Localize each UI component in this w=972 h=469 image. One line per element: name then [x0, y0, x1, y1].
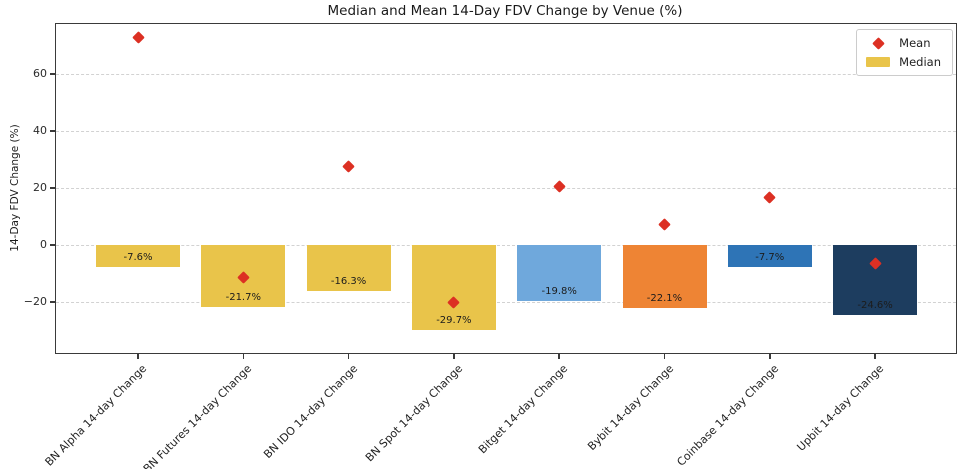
x-tick-mark	[347, 353, 350, 359]
median-bar-value-label: -7.6%	[123, 251, 153, 263]
legend-label-median: Median	[899, 55, 941, 69]
median-bar-value-label: -29.7%	[436, 314, 472, 326]
y-tick-label: −20	[23, 294, 47, 308]
mean-diamond-marker-6	[658, 218, 671, 232]
mean-diamond-marker-1	[131, 31, 145, 45]
median-bar-3	[306, 244, 391, 292]
median-bar-5	[517, 244, 602, 302]
median-bar-value-label: -24.6%	[857, 300, 893, 312]
x-tick-mark	[663, 353, 666, 359]
median-bar-value-label: -19.8%	[541, 286, 577, 298]
y-tick-mark	[50, 73, 56, 75]
median-bar-value-label: -22.1%	[646, 292, 683, 304]
bar-swatch-icon	[866, 57, 891, 67]
median-bar-6	[622, 244, 707, 308]
y-tick-label: 40	[33, 123, 47, 137]
y-tick-label: 20	[33, 180, 47, 194]
median-bar-value-label: -16.3%	[330, 276, 367, 288]
legend-item-mean: Mean	[866, 36, 941, 50]
diamond-icon	[866, 36, 890, 50]
plot-area: 14-Day FDV Change (%) -7.6% -21.7% -16.3% -…	[9, 23, 957, 469]
chart-title: Median and Mean 14-Day FDV Change by Ven…	[327, 3, 683, 19]
median-bar-4	[411, 244, 496, 330]
gridline-y-40	[56, 130, 956, 132]
x-tick-mark	[874, 353, 876, 359]
mean-diamond-marker-7	[763, 190, 777, 204]
mean-diamond-marker-3	[342, 159, 355, 173]
median-bar-8	[833, 244, 918, 316]
y-tick-mark	[50, 130, 56, 132]
legend-label-mean: Mean	[899, 36, 931, 50]
x-tick-mark	[558, 353, 560, 359]
y-tick-label: 0	[40, 237, 47, 251]
x-tick-mark	[137, 353, 139, 359]
gridline-y--20	[56, 301, 956, 303]
x-tick-mark	[453, 353, 455, 359]
legend-item-median: Median	[866, 55, 941, 69]
median-bar-value-label: -7.7%	[755, 251, 785, 263]
gridline-y-60	[56, 73, 956, 75]
median-bar-value-label: -21.7%	[225, 291, 261, 303]
mean-diamond-marker-5	[552, 179, 566, 193]
x-tick-mark	[242, 353, 245, 359]
gridline-y-0	[56, 244, 956, 246]
y-tick-mark	[50, 244, 56, 246]
y-tick-label: 60	[33, 66, 47, 80]
y-tick-mark	[50, 301, 56, 303]
x-tick-label-1: BN Alpha 14-day Change	[42, 362, 150, 469]
gridline-y-20	[56, 187, 956, 189]
median-bar-7	[727, 244, 812, 267]
chart-legend: Mean Median	[856, 29, 953, 76]
x-tick-mark	[769, 353, 771, 359]
y-tick-mark	[50, 187, 56, 189]
median-bar-1	[96, 244, 180, 267]
